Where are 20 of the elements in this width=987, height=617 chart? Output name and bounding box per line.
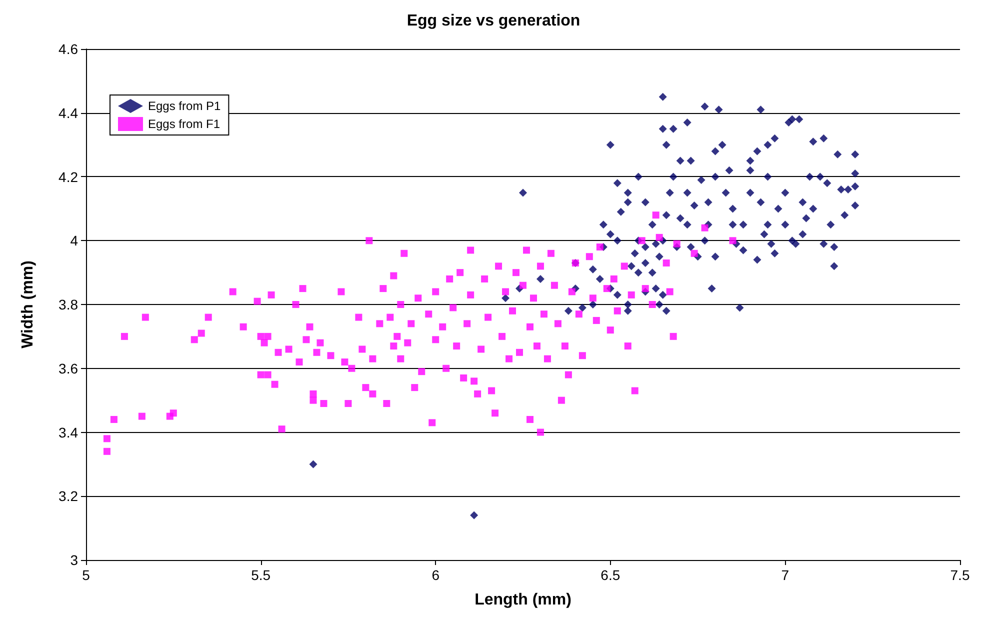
x-tick-label: 6	[432, 567, 440, 583]
y-tick-label: 3.4	[58, 424, 78, 440]
legend-label: Eggs from P1	[148, 99, 222, 113]
x-tick-label: 5.5	[251, 567, 271, 583]
y-tick-label: 4.2	[58, 168, 78, 185]
chart-title: Egg size vs generation	[406, 12, 580, 30]
y-axis-title: Width (mm)	[20, 260, 36, 348]
x-tick-label: 6.5	[600, 567, 620, 583]
legend-label: Eggs from F1	[148, 117, 220, 131]
y-tick-label: 4	[70, 232, 78, 249]
y-tick-label: 4.6	[58, 41, 78, 57]
x-tick-label: 7	[781, 567, 790, 583]
y-tick-label: 3.6	[58, 360, 78, 376]
x-axis-title: Length (mm)	[474, 592, 572, 608]
y-tick-label: 3.2	[58, 488, 78, 504]
y-tick-label: 4.4	[58, 104, 78, 121]
x-tick-label: 5	[82, 567, 90, 583]
y-tick-label: 3.8	[58, 296, 78, 312]
x-tick-label: 7.5	[950, 567, 970, 583]
y-tick-label: 3	[70, 552, 78, 568]
